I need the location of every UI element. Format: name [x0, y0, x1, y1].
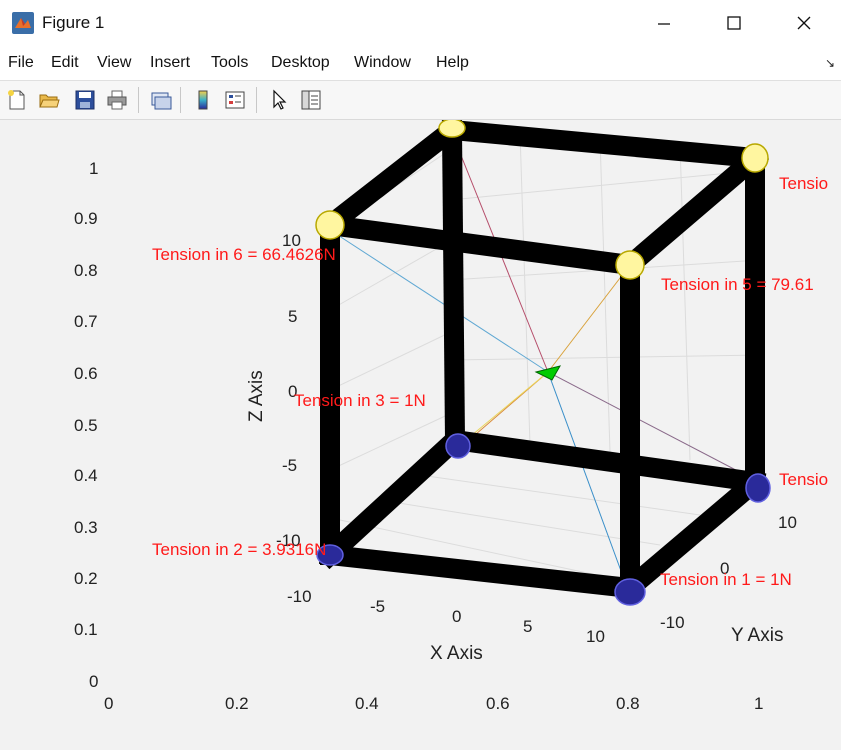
y3d-tick-label: 10 — [778, 513, 797, 532]
x-tick-label: 0.8 — [616, 694, 640, 713]
y-tick-label: 0.9 — [74, 209, 98, 228]
figure-canvas: 1 0.9 0.8 0.7 0.6 0.5 0.4 0.3 0.2 0.1 0 … — [0, 120, 841, 750]
tension-label-6: Tension in 6 = 66.4626N — [152, 245, 336, 264]
matlab-logo-icon — [12, 12, 34, 34]
menu-bar: File Edit View Insert Tools Desktop Wind… — [0, 46, 841, 81]
x-tick-label: 1 — [754, 694, 764, 713]
link-plot-button[interactable] — [148, 87, 174, 113]
tension-label-2: Tension in 2 = 3.9316N — [152, 540, 326, 559]
new-figure-button[interactable] — [4, 87, 30, 113]
x3d-tick-label: 5 — [523, 617, 532, 636]
x-tick-label: 0.6 — [486, 694, 510, 713]
z-axis-title: Z Axis — [246, 370, 267, 422]
y-tick-label: 0.8 — [74, 261, 98, 280]
window-title: Figure 1 — [42, 13, 105, 32]
tension-label-1: Tension in 1 = 1N — [660, 570, 792, 589]
property-inspector-icon — [301, 90, 321, 110]
insert-legend-icon — [225, 91, 245, 109]
x3d-tick-label: -10 — [287, 587, 312, 606]
print-button[interactable] — [104, 87, 130, 113]
save-button[interactable] — [72, 87, 98, 113]
print-icon — [107, 90, 127, 110]
menu-window[interactable]: Window — [354, 54, 411, 71]
tension-label-right-top: Tensio — [779, 174, 828, 193]
z-tick-label: 10 — [282, 231, 301, 250]
x-tick-label: 0.2 — [225, 694, 249, 713]
insert-legend-button[interactable] — [222, 87, 248, 113]
maximize-button[interactable] — [714, 8, 754, 38]
menu-view[interactable]: View — [97, 54, 132, 71]
y-tick-label: 0.6 — [74, 364, 98, 383]
y-tick-label: 0.7 — [74, 312, 98, 331]
minimize-icon — [658, 23, 670, 25]
dock-figure-icon[interactable]: ↘ — [824, 56, 835, 70]
pulley-corners-top — [315, 120, 769, 280]
payload-triangle — [534, 365, 562, 381]
x-tick-label: 0.4 — [355, 694, 379, 713]
save-icon — [75, 90, 95, 110]
x-tick-label: 0 — [104, 694, 114, 713]
tension-label-right-bottom: Tensio — [779, 470, 828, 489]
menu-desktop[interactable]: Desktop — [271, 54, 330, 71]
link-plot-icon — [151, 92, 172, 110]
pulley-corners-bottom — [316, 433, 771, 606]
y-tick-label: 0.5 — [74, 416, 98, 435]
toolbar-separator — [256, 87, 257, 113]
edit-plot-button[interactable] — [266, 87, 292, 113]
y-tick-label: 0.2 — [74, 569, 98, 588]
y3d-tick-label: 0 — [720, 559, 729, 578]
x3d-tick-label: 10 — [586, 627, 605, 646]
new-figure-icon — [8, 90, 25, 110]
z-tick-label: 0 — [288, 382, 297, 401]
x3d-tick-label: -5 — [370, 597, 385, 616]
open-file-button[interactable] — [36, 87, 62, 113]
z-tick-label: 5 — [288, 307, 297, 326]
maximize-icon — [727, 16, 741, 30]
menu-file[interactable]: File — [8, 54, 34, 71]
y-tick-label: 0.1 — [74, 620, 98, 639]
menu-help[interactable]: Help — [436, 54, 469, 71]
x3d-tick-label: 0 — [452, 607, 461, 626]
cube-frame — [315, 120, 770, 603]
toolbar-separator — [138, 87, 139, 113]
x-axis-title: X Axis — [430, 643, 483, 664]
y-tick-label: 0 — [89, 672, 99, 691]
tension-label-5: Tension in 5 = 79.61 — [661, 275, 814, 294]
z-tick-label: -5 — [282, 456, 297, 475]
menu-tools[interactable]: Tools — [211, 54, 249, 71]
insert-colorbar-icon — [198, 90, 208, 110]
title-bar: Figure 1 — [0, 0, 841, 46]
y-tick-label: 1 — [89, 159, 99, 178]
open-file-icon — [39, 94, 60, 108]
edit-plot-icon — [273, 89, 287, 110]
insert-colorbar-button[interactable] — [190, 87, 216, 113]
menu-edit[interactable]: Edit — [51, 54, 79, 71]
y-axis-title: Y Axis — [731, 625, 783, 646]
y-tick-label: 0.3 — [74, 518, 98, 537]
close-icon — [797, 16, 811, 30]
close-button[interactable] — [784, 8, 824, 38]
y3d-tick-label: -10 — [660, 613, 685, 632]
y-tick-label: 0.4 — [74, 466, 98, 485]
property-inspector-button[interactable] — [298, 87, 324, 113]
3d-axes-plot: 10 5 0 -5 -10 -10 -5 0 5 10 -10 0 10 X A… — [152, 120, 828, 664]
tension-label-3: Tension in 3 = 1N — [294, 391, 426, 410]
figure-toolbar — [0, 81, 841, 120]
toolbar-separator — [180, 87, 181, 113]
z-tick-label: -10 — [276, 531, 301, 550]
minimize-button[interactable] — [644, 8, 684, 38]
menu-insert[interactable]: Insert — [150, 54, 191, 71]
